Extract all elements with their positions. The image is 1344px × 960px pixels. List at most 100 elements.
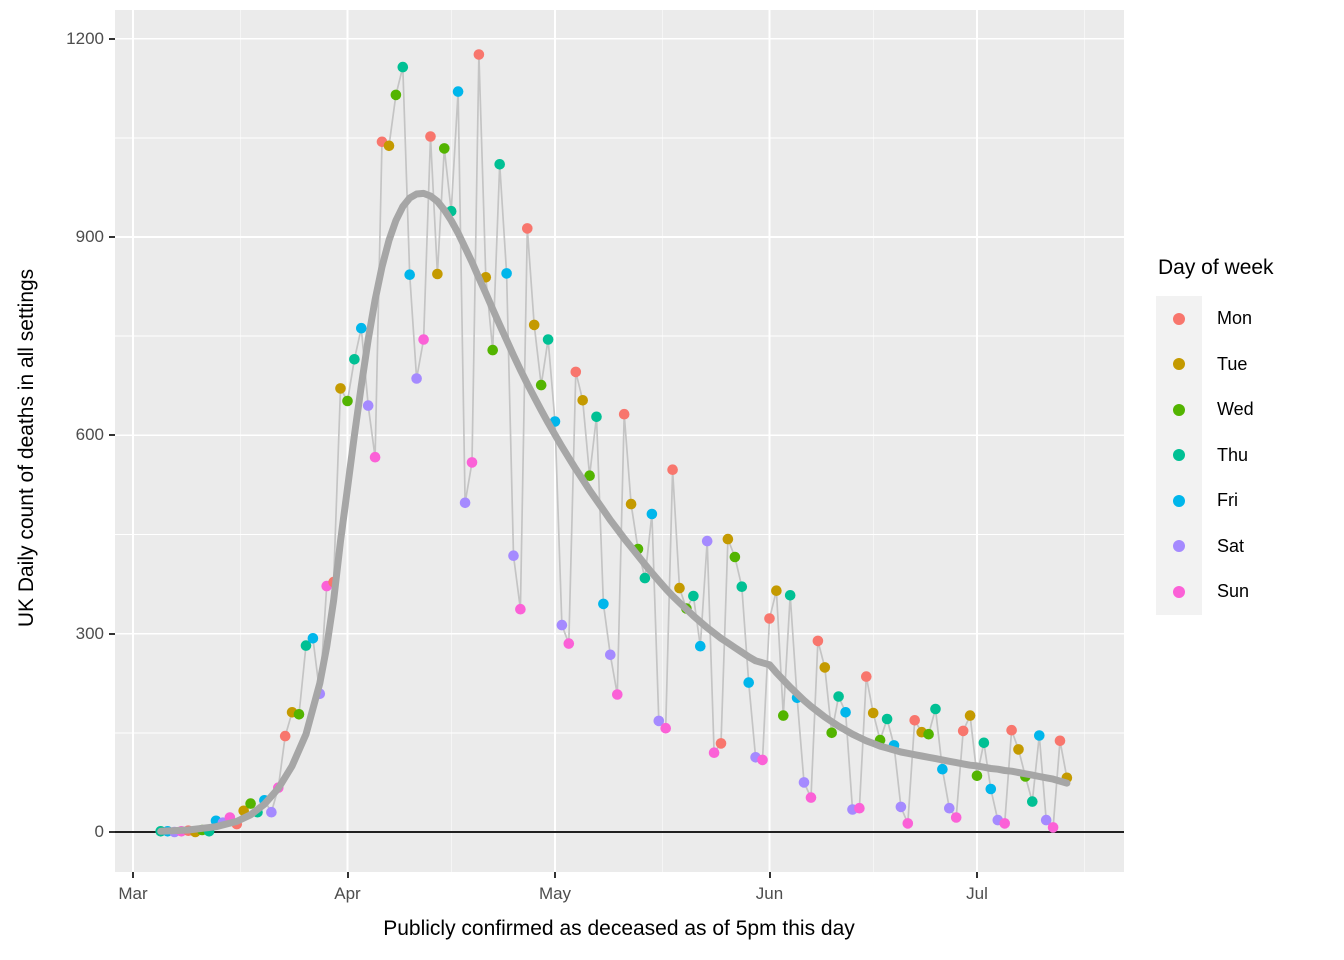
data-point-sat	[1040, 814, 1052, 826]
data-point-thu	[688, 590, 699, 602]
plot-panel	[115, 10, 1124, 872]
data-point-fri	[356, 322, 367, 334]
data-point-thu	[784, 590, 796, 601]
data-point-sat	[362, 400, 374, 411]
legend-entries: Mon Tue Wed Thu Fri Sat Sun	[1156, 296, 1336, 615]
data-point-thu	[542, 334, 554, 345]
data-point-fri	[743, 677, 754, 688]
legend-entry-fri: Fri	[1156, 478, 1336, 524]
data-point-sat	[798, 777, 810, 788]
y-tick-label: 300	[75, 623, 104, 643]
data-point-thu	[736, 581, 748, 592]
smooth-trend-line	[157, 189, 1071, 835]
data-point-mon	[764, 613, 775, 624]
data-point-mon	[812, 635, 824, 647]
data-point-fri	[695, 640, 706, 652]
data-point-mon	[473, 49, 485, 60]
legend: Day of week Mon Tue Wed Thu Fri Sat Sun	[1156, 256, 1336, 615]
plot-canvas	[115, 10, 1124, 872]
legend-entry-wed: Wed	[1156, 387, 1336, 433]
data-point-tue	[819, 662, 831, 673]
y-tick-label: 900	[75, 227, 104, 246]
data-point-sun	[999, 818, 1010, 829]
data-point-sun	[805, 792, 817, 803]
legend-dot-wed	[1173, 403, 1185, 416]
legend-label: Thu	[1217, 444, 1249, 465]
data-point-mon	[1054, 735, 1066, 747]
data-point-sat	[895, 801, 907, 813]
y-tick-label: 0	[94, 822, 104, 841]
x-axis-title: Publicly confirmed as deceased as of 5pm…	[383, 917, 855, 940]
data-point-tue	[577, 395, 588, 406]
data-point-tue	[771, 585, 782, 596]
data-point-fri	[501, 268, 512, 279]
data-point-thu	[397, 61, 409, 73]
data-point-mon	[618, 408, 630, 420]
data-point-sat	[508, 550, 519, 561]
x-tick-mark	[976, 872, 978, 878]
data-point-wed	[923, 728, 934, 740]
data-point-wed	[729, 551, 741, 563]
data-point-sun	[950, 812, 962, 823]
data-point-sat	[944, 802, 955, 814]
data-point-thu	[833, 691, 844, 702]
data-point-mon	[522, 223, 533, 234]
data-point-sun	[757, 754, 768, 766]
y-tick-mark	[109, 236, 115, 238]
data-point-sat	[653, 715, 665, 727]
data-point-tue	[432, 268, 443, 280]
legend-key	[1156, 432, 1202, 478]
data-point-sat	[266, 806, 277, 818]
data-point-thu	[591, 411, 602, 423]
data-point-thu	[930, 703, 941, 715]
data-point-sun	[466, 457, 478, 468]
y-axis-title: UK Daily count of deaths in all settings	[15, 268, 38, 628]
data-point-mon	[667, 464, 678, 476]
legend-dot-mon	[1173, 312, 1185, 325]
y-tick-label: 1200	[66, 28, 104, 48]
legend-title: Day of week	[1158, 256, 1274, 279]
data-point-tue	[528, 319, 540, 331]
y-tick-label: 600	[75, 425, 104, 445]
x-tick-mark	[768, 872, 771, 878]
x-tick-label: May	[538, 884, 572, 903]
data-point-wed	[778, 710, 789, 721]
data-point-sat	[459, 497, 471, 509]
data-point-tue	[1013, 744, 1024, 755]
data-point-mon	[957, 725, 969, 737]
legend-key	[1156, 569, 1202, 615]
data-point-tue	[964, 710, 976, 721]
data-point-thu	[1027, 796, 1038, 807]
legend-label: Sun	[1217, 581, 1250, 601]
data-point-tue	[625, 498, 637, 510]
data-point-mon	[1006, 724, 1017, 736]
data-point-mon	[715, 738, 727, 749]
data-point-fri	[840, 707, 851, 718]
legend-key	[1156, 341, 1202, 387]
data-point-sat	[411, 373, 422, 384]
y-tick-mark	[109, 37, 115, 40]
legend-dot-tue	[1173, 358, 1185, 371]
x-tick-mark	[346, 872, 349, 878]
legend-key	[1156, 523, 1202, 569]
data-point-sat	[556, 619, 568, 631]
legend-key	[1156, 478, 1202, 524]
data-point-wed	[293, 709, 305, 720]
x-tick-label: Apr	[334, 884, 361, 903]
x-tick-mark	[554, 872, 556, 878]
data-point-wed	[487, 344, 499, 356]
data-point-wed	[826, 727, 837, 739]
legend-entry-mon: Mon	[1156, 296, 1336, 342]
data-point-mon	[861, 671, 872, 682]
data-point-mon	[425, 131, 436, 142]
data-point-fri	[646, 508, 658, 520]
data-point-sun	[369, 451, 381, 463]
data-point-thu	[300, 640, 312, 651]
legend-entry-tue: Tue	[1156, 341, 1336, 387]
legend-label: Tue	[1217, 353, 1248, 374]
legend-entry-sat: Sat	[1156, 523, 1336, 569]
data-point-tue	[674, 582, 685, 594]
data-point-sun	[612, 689, 623, 700]
data-point-wed	[971, 770, 983, 782]
